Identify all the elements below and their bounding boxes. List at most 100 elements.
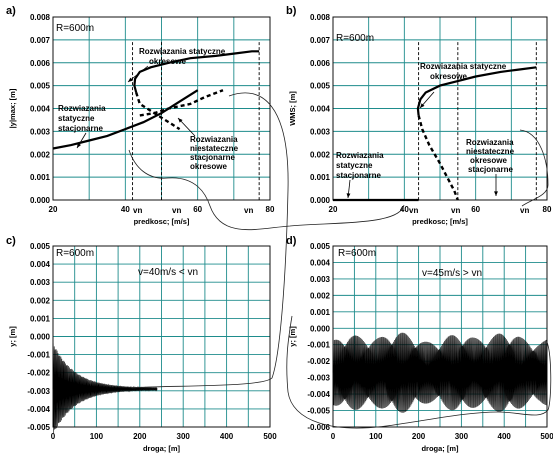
panel-c-ytick-label: -0.002 [27, 369, 50, 378]
panel-a-ytick-label: 0.001 [30, 173, 51, 182]
connector-d-loop [286, 315, 552, 429]
panel-a-series-3 [135, 92, 181, 131]
panel-a-ann3-line3: stacjonarne [190, 153, 235, 162]
panel-c-xlabel: droga; [m] [143, 444, 181, 453]
panel-d-ytick-label: -0.003 [307, 374, 330, 383]
panel-b-xlabel: predkosc; [m/s] [412, 217, 468, 226]
panel-c-ytick-label: 0.004 [30, 260, 51, 269]
panel-a-xtick-label: 20 [49, 205, 58, 214]
panel-d-ytick-label: 0.001 [310, 308, 331, 317]
panel-b-ann1-line1: Rozwiazania statyczne [420, 62, 507, 71]
panel-a-series-1 [52, 89, 199, 150]
panel-a-ytick-label: 0.005 [30, 82, 51, 91]
panel-c-frame [52, 245, 271, 428]
panel-a-label: a) [6, 5, 16, 17]
panel-b-ytick-label: 0.005 [310, 82, 331, 91]
panel-d-ytick-label: -0.002 [307, 357, 330, 366]
panel-d-ytick-label: -0.004 [307, 390, 330, 399]
panel-d-xtick-label: 400 [498, 432, 512, 441]
panel-d-ytick-label: 0.003 [310, 275, 331, 284]
panel-a-ann3-line2: niestateczne [190, 144, 239, 153]
panel-b-vn-marker-1: vn [409, 206, 418, 215]
panel-c-ytick-label: 0.002 [30, 296, 51, 305]
panel-c-plot: -0.005 -0.004 -0.003 -0.002 -0.001 0.000 0.001… [8, 242, 277, 453]
panel-a-arrow-to-dashed-branch-head [178, 118, 183, 123]
panel-b-arrow-to-upper-branch-head [420, 103, 425, 108]
panel-a-series-2 [133, 50, 260, 93]
panel-d-plot: -0.006 -0.005 -0.004 -0.003 -0.002 -0.001 0.00… [288, 242, 553, 453]
panel-d-xtick-label: 500 [540, 432, 553, 441]
panel-b-ann3-line3: okresowe [470, 156, 507, 165]
panel-a-ytick-label: 0.007 [30, 36, 51, 45]
panel-a-ytick-label: 0.008 [30, 13, 51, 22]
panel-d-label: d) [286, 235, 297, 247]
panel-b-ytick-label: 0.004 [310, 105, 331, 114]
panel-b-ann2-line2: statyczne [336, 161, 373, 170]
panel-d-ytick-label: -0.001 [307, 341, 330, 350]
panel-b-ytick-label: 0.006 [310, 59, 331, 68]
panel-c-ytick-label: 0.005 [30, 242, 51, 251]
connector-b-to-d [519, 129, 549, 207]
panel-d-ylabel: y; [m] [288, 326, 297, 347]
panel-b-series-2 [416, 66, 537, 116]
panel-a-ann3-line4: okresowe [190, 162, 227, 171]
connector-curves [128, 92, 552, 429]
panel-b-vn-marker-3: vn [520, 206, 529, 215]
panel-a-ytick-label: 0.003 [30, 127, 51, 136]
panel-b-label: b) [286, 5, 297, 17]
panel-b-xtick-label: 20 [329, 205, 338, 214]
panel-c-ytick-label: -0.003 [27, 387, 50, 396]
panel-d-ytick-label: -0.006 [307, 423, 330, 432]
panel-a-vn-marker-1: vn [133, 206, 142, 215]
panel-d-xlabel: droga; [m] [421, 444, 459, 453]
panel-c-ytick-label: -0.004 [27, 405, 50, 414]
panel-b-arrow-to-zero-branch-head [346, 193, 351, 198]
panel-c-radius-text: R=600m [56, 248, 94, 259]
panel-c-xtick-label: 300 [177, 432, 191, 441]
panel-b-arrow-to-dashed-branch-head [494, 191, 498, 196]
panel-c-ytick-label: 0.000 [30, 333, 51, 342]
panel-a-vn-marker-2: vn [172, 206, 181, 215]
panel-d-ytick-label: 0.004 [310, 258, 331, 267]
panel-d-ytick-label: -0.005 [307, 407, 330, 416]
panel-a-ytick-label: 0.000 [30, 196, 51, 205]
panel-a-arrow-to-lower-branch-head [77, 143, 82, 148]
panel-a-ytick-label: 0.006 [30, 59, 51, 68]
connector-a-to-c [131, 92, 289, 389]
panel-a-xtick-label: 60 [193, 205, 202, 214]
panel-d-xtick-label: 0 [331, 432, 336, 441]
panel-b-ann3-line1: Rozwiazania [466, 138, 514, 147]
panel-b-vn-marker-2: vn [451, 206, 460, 215]
panel-b-ann3-line4: stacjonarne [468, 165, 513, 174]
panel-a-series-4 [139, 89, 224, 117]
panel-a-xtick-label: 40 [121, 205, 130, 214]
panel-d-radius-text: R=600m [338, 248, 376, 259]
panel-a-ylabel: |y|max; [m] [8, 88, 17, 128]
panel-c-xtick-label: 200 [133, 432, 147, 441]
panel-b-ytick-label: 0.007 [310, 36, 331, 45]
panel-a-vn-marker-3: vn [244, 206, 253, 215]
panel-b-ytick-label: 0.008 [310, 13, 331, 22]
panel-c-xtick-label: 500 [263, 432, 277, 441]
panel-c-signal-trace [52, 343, 158, 434]
panel-d-ytick-label: 0.000 [310, 324, 331, 333]
panel-d-xtick-label: 200 [412, 432, 426, 441]
panel-a-xtick-label: 80 [266, 205, 275, 214]
panel-b-plot: 0.000 0.001 0.002 0.003 0.004 0.005 0.006 0.007… [288, 13, 552, 226]
panel-d-ytick-label: 0.005 [310, 242, 331, 251]
panel-a-radius-text: R=600m [56, 23, 94, 34]
panel-d-ytick-label: 0.002 [310, 291, 331, 300]
panel-c-xtick-label: 100 [90, 432, 104, 441]
panel-b-ytick-label: 0.001 [310, 173, 331, 182]
panel-a-xlabel: predkosc; [m/s] [134, 217, 190, 226]
panel-a-ann1-line1: Rozwiazania statyczne [139, 47, 226, 56]
panel-a-annotations: R=600m Rozwiazania statyczne okresowe Ro… [56, 23, 253, 215]
panel-c-xtick-label: 0 [51, 432, 56, 441]
panel-b-ann2-line3: stacjonarne [336, 171, 381, 180]
panel-b-ytick-label: 0.000 [310, 196, 331, 205]
panel-c-ytick-label: -0.001 [27, 351, 50, 360]
panel-a-arrow-to-upper-branch-head [128, 77, 133, 82]
panel-b-ylabel: WMS; [m] [288, 91, 297, 126]
panel-a-ytick-label: 0.002 [30, 150, 51, 159]
